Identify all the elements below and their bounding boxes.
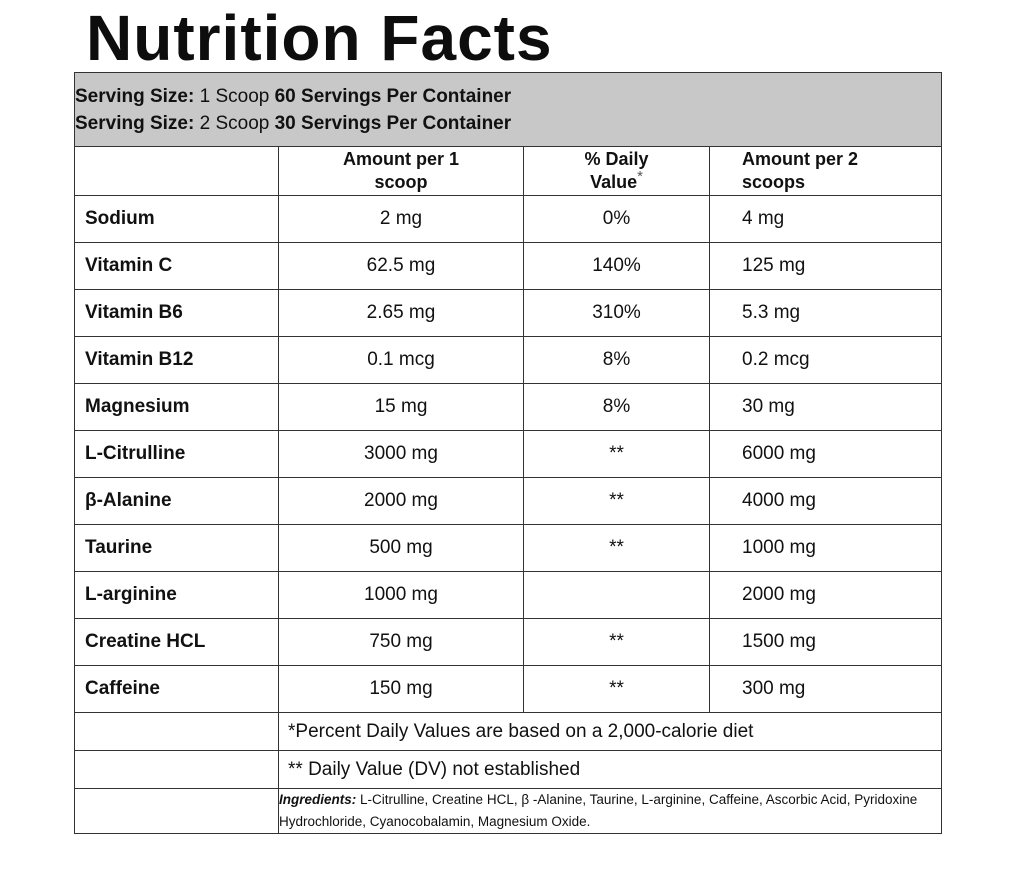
page-title: Nutrition Facts <box>86 2 553 74</box>
amount-per-2-scoops: 0.2 mcg <box>708 336 943 384</box>
column-header-label: % Daily Value <box>584 149 649 192</box>
daily-value-percent: 8% <box>523 383 710 431</box>
column-header-label: Amount per 2 scoops <box>742 149 859 192</box>
amount-per-2-scoops: 125 mg <box>708 242 943 290</box>
amount-per-2-scoops: 300 mg <box>708 665 943 713</box>
daily-value-percent: 140% <box>523 242 710 290</box>
daily-value-percent: ** <box>523 618 710 666</box>
amount-per-1-scoop: 2000 mg <box>278 477 524 525</box>
column-header-amount-1-scoop: Amount per 1 scoop <box>278 146 524 196</box>
amount-per-1-scoop: 150 mg <box>278 665 524 713</box>
nutrient-row: Caffeine 150 mg ** 300 mg <box>74 665 943 713</box>
column-header-amount-2-scoops: Amount per 2 scoops <box>708 146 943 196</box>
nutrient-name: Vitamin B6 <box>74 289 279 337</box>
amount-per-1-scoop: 3000 mg <box>278 430 524 478</box>
nutrient-name: L-arginine <box>74 571 279 619</box>
daily-value-percent: 310% <box>523 289 710 337</box>
nutrient-row: Creatine HCL 750 mg ** 1500 mg <box>74 618 943 666</box>
amount-per-2-scoops: 1500 mg <box>708 618 943 666</box>
amount-per-1-scoop: 750 mg <box>278 618 524 666</box>
nutrient-row: Vitamin C 62.5 mg 140% 125 mg <box>74 242 943 290</box>
serving-size-value: 1 Scoop <box>194 85 275 107</box>
amount-per-1-scoop: 1000 mg <box>278 571 524 619</box>
nutrient-row: L-Citrulline 3000 mg ** 6000 mg <box>74 430 943 478</box>
nutrient-row: Sodium 2 mg 0% 4 mg <box>74 195 943 243</box>
dv-footnote-mark: * <box>637 168 643 185</box>
amount-per-1-scoop: 62.5 mg <box>278 242 524 290</box>
ingredients-label: Ingredients: <box>279 792 357 807</box>
nutrient-name: Vitamin B12 <box>74 336 279 384</box>
footnote-dv-basis: *Percent Daily Values are based on a 2,0… <box>277 712 943 751</box>
nutrient-name: L-Citrulline <box>74 430 279 478</box>
amount-per-1-scoop: 2 mg <box>278 195 524 243</box>
footnote-spacer <box>74 712 279 751</box>
amount-per-1-scoop: 0.1 mcg <box>278 336 524 384</box>
serving-size-label: Serving Size: <box>75 85 195 107</box>
daily-value-percent <box>523 571 710 619</box>
amount-per-2-scoops: 4 mg <box>708 195 943 243</box>
nutrient-name: β-Alanine <box>74 477 279 525</box>
nutrient-name: Caffeine <box>74 665 279 713</box>
daily-value-percent: 8% <box>523 336 710 384</box>
footnote-row: ** Daily Value (DV) not established <box>74 750 943 789</box>
nutrition-facts-table: Serving Size: 1 Scoop 60 Servings Per Co… <box>73 72 943 834</box>
nutrient-row: Taurine 500 mg ** 1000 mg <box>74 524 943 572</box>
nutrient-name: Vitamin C <box>74 242 279 290</box>
amount-per-2-scoops: 6000 mg <box>708 430 943 478</box>
nutrient-row: Magnesium 15 mg 8% 30 mg <box>74 383 943 431</box>
servings-per-container: 60 Servings Per Container <box>274 85 512 107</box>
nutrient-name: Sodium <box>74 195 279 243</box>
serving-size-value: 2 Scoop <box>194 112 275 134</box>
amount-per-2-scoops: 4000 mg <box>708 477 943 525</box>
serving-size-label: Serving Size: <box>75 112 195 134</box>
serving-line-2: Serving Size: 2 Scoop 30 Servings Per Co… <box>75 110 941 137</box>
footnote-spacer <box>74 750 279 789</box>
amount-per-2-scoops: 1000 mg <box>708 524 943 572</box>
nutrient-row: Vitamin B6 2.65 mg 310% 5.3 mg <box>74 289 943 337</box>
amount-per-2-scoops: 5.3 mg <box>708 289 943 337</box>
servings-per-container: 30 Servings Per Container <box>274 112 512 134</box>
ingredients-cell: Ingredients: L-Citrulline, Creatine HCL,… <box>277 788 943 834</box>
nutrient-row: β-Alanine 2000 mg ** 4000 mg <box>74 477 943 525</box>
ingredients-row: Ingredients: L-Citrulline, Creatine HCL,… <box>74 788 943 834</box>
daily-value-percent: 0% <box>523 195 710 243</box>
nutrient-rows: Sodium 2 mg 0% 4 mg Vitamin C 62.5 mg 140% 125 … <box>74 195 943 713</box>
amount-per-1-scoop: 500 mg <box>278 524 524 572</box>
serving-size-cell: Serving Size: 1 Scoop 60 Servings Per Co… <box>73 72 943 147</box>
column-header-label: Amount per 1 scoop <box>342 149 459 192</box>
daily-value-percent: ** <box>523 524 710 572</box>
serving-line-1: Serving Size: 1 Scoop 60 Servings Per Co… <box>75 83 941 110</box>
nutrient-name: Taurine <box>74 524 279 572</box>
nutrient-row: Vitamin B12 0.1 mcg 8% 0.2 mcg <box>74 336 943 384</box>
nutrient-name: Creatine HCL <box>74 618 279 666</box>
daily-value-percent: ** <box>523 665 710 713</box>
amount-per-2-scoops: 2000 mg <box>708 571 943 619</box>
serving-size-header: Serving Size: 1 Scoop 60 Servings Per Co… <box>73 72 943 147</box>
daily-value-percent: ** <box>523 477 710 525</box>
footnote-row: *Percent Daily Values are based on a 2,0… <box>74 712 943 751</box>
amount-per-1-scoop: 2.65 mg <box>278 289 524 337</box>
daily-value-percent: ** <box>523 430 710 478</box>
column-header-row: Amount per 1 scoop % Daily Value* Amount… <box>74 146 943 196</box>
footnote-dv-not-established: ** Daily Value (DV) not established <box>277 750 943 789</box>
ingredients-text: L-Citrulline, Creatine HCL, β -Alanine, … <box>279 792 918 829</box>
column-header-daily-value: % Daily Value* <box>523 146 710 196</box>
nutrient-row: L-arginine 1000 mg 2000 mg <box>74 571 943 619</box>
column-header-dv-wrap: % Daily Value* <box>567 148 667 194</box>
nutrient-name: Magnesium <box>74 383 279 431</box>
column-header-nutrient <box>74 146 279 196</box>
ingredients-spacer <box>74 788 279 834</box>
amount-per-1-scoop: 15 mg <box>278 383 524 431</box>
amount-per-2-scoops: 30 mg <box>708 383 943 431</box>
